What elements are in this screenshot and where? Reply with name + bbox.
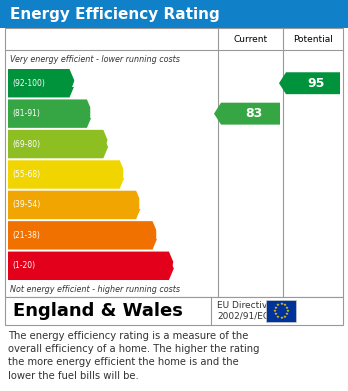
Text: ★: ★ — [279, 302, 283, 307]
Polygon shape — [8, 251, 175, 280]
Polygon shape — [8, 221, 159, 249]
Text: A: A — [71, 76, 82, 90]
Text: ★: ★ — [276, 303, 280, 307]
Bar — [266, 300, 296, 322]
Polygon shape — [214, 103, 280, 125]
Text: Potential: Potential — [293, 34, 333, 43]
Bar — [5, 28, 343, 297]
Text: (81-91): (81-91) — [12, 109, 40, 118]
Text: EU Directive: EU Directive — [217, 301, 273, 310]
Text: ★: ★ — [285, 306, 289, 310]
Polygon shape — [279, 72, 340, 94]
Text: Energy Efficiency Rating: Energy Efficiency Rating — [10, 7, 220, 22]
Text: 95: 95 — [307, 77, 325, 90]
Text: ★: ★ — [274, 306, 277, 310]
Polygon shape — [8, 160, 126, 189]
Polygon shape — [8, 130, 109, 158]
Text: E: E — [138, 198, 148, 212]
Text: Not energy efficient - higher running costs: Not energy efficient - higher running co… — [10, 285, 180, 294]
Text: ★: ★ — [286, 309, 290, 313]
Text: 2002/91/EC: 2002/91/EC — [217, 312, 269, 321]
Text: England & Wales: England & Wales — [13, 302, 183, 320]
Text: ★: ★ — [283, 303, 286, 307]
Polygon shape — [8, 99, 93, 128]
Text: B: B — [89, 107, 100, 121]
Text: ★: ★ — [285, 312, 289, 316]
Text: F: F — [155, 228, 164, 242]
Text: (69-80): (69-80) — [12, 140, 40, 149]
Text: ★: ★ — [274, 312, 277, 316]
Text: ★: ★ — [279, 316, 283, 319]
Text: ★: ★ — [276, 315, 280, 319]
Polygon shape — [8, 69, 76, 97]
Text: ★: ★ — [283, 315, 286, 319]
Text: D: D — [122, 167, 133, 181]
Text: The energy efficiency rating is a measure of the
overall efficiency of a home. T: The energy efficiency rating is a measur… — [8, 331, 260, 380]
Text: (55-68): (55-68) — [12, 170, 40, 179]
Text: (39-54): (39-54) — [12, 201, 40, 210]
Text: C: C — [105, 137, 116, 151]
Text: Very energy efficient - lower running costs: Very energy efficient - lower running co… — [10, 54, 180, 63]
Text: (1-20): (1-20) — [12, 261, 35, 270]
Text: ★: ★ — [272, 309, 277, 313]
Text: Current: Current — [234, 34, 268, 43]
Bar — [5, 297, 343, 325]
Text: (21-38): (21-38) — [12, 231, 40, 240]
Polygon shape — [8, 191, 142, 219]
Text: (92-100): (92-100) — [12, 79, 45, 88]
Text: 83: 83 — [245, 107, 262, 120]
Text: G: G — [171, 259, 182, 273]
Bar — [0, 0, 348, 28]
